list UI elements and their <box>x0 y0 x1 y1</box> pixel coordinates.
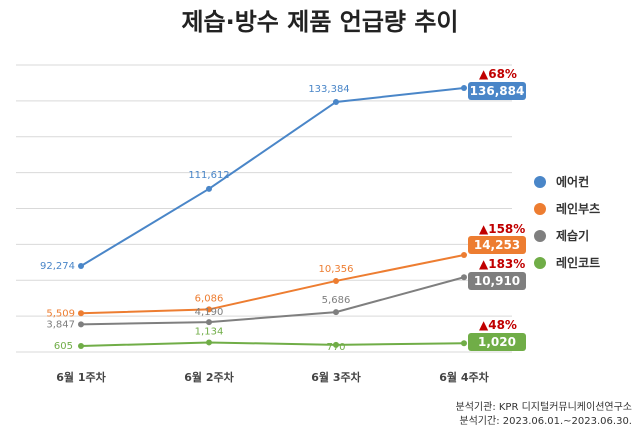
legend-marker <box>534 176 546 188</box>
data-label: 92,274 <box>40 261 75 272</box>
legend-label: 레인코트 <box>556 255 600 270</box>
legend-label: 레인부츠 <box>556 201 600 216</box>
gridlines <box>16 64 512 353</box>
change-percent: ▲158% <box>479 222 525 236</box>
data-point <box>461 340 467 347</box>
series-group: 92,274 111,612 133,384 136,884 ▲68% 5,509 6,08… <box>40 67 526 353</box>
data-point <box>78 321 84 328</box>
change-percent: ▲68% <box>479 67 517 81</box>
series-line-레인부츠 <box>80 253 465 315</box>
source-line-1: 분석기관: KPR 디지털커뮤니케이션연구소 <box>456 401 632 413</box>
chart-title: 제습·방수 제품 언급량 추이 <box>181 8 458 36</box>
data-point <box>206 319 212 326</box>
data-point <box>206 185 212 192</box>
value-badge-label: 136,884 <box>470 84 525 98</box>
series-line-제습기 <box>80 276 465 326</box>
data-point <box>206 339 212 346</box>
legend-marker <box>534 230 546 242</box>
value-badge-label: 14,253 <box>474 238 520 252</box>
value-badge-label: 1,020 <box>478 335 516 349</box>
data-point <box>461 251 467 258</box>
series-line-레인코트 <box>80 341 465 347</box>
x-tick-label: 6월 4주차 <box>439 370 489 384</box>
value-badge-label: 10,910 <box>474 274 520 288</box>
value-badge <box>468 82 526 100</box>
legend-label: 제습기 <box>556 228 589 243</box>
data-label: 5,509 <box>46 308 75 319</box>
data-point <box>78 263 84 269</box>
data-label: 770 <box>326 342 345 353</box>
change-percent: ▲183% <box>479 257 525 271</box>
data-point <box>333 277 339 284</box>
data-point <box>461 85 467 91</box>
data-label: 133,384 <box>308 84 349 95</box>
data-point <box>333 98 339 105</box>
source-line-2: 분석기간: 2023.06.01.~2023.06.30. <box>459 415 632 427</box>
data-point <box>78 310 84 317</box>
legend-label: 에어컨 <box>556 174 589 189</box>
data-label: 605 <box>54 341 73 352</box>
series-line-에어컨 <box>80 87 465 267</box>
x-tick-label: 6월 1주차 <box>56 370 106 384</box>
value-badge <box>468 333 526 351</box>
data-label: 6,086 <box>195 293 224 304</box>
change-percent: ▲48% <box>479 318 517 332</box>
x-tick-label: 6월 2주차 <box>184 370 234 384</box>
data-point <box>333 341 339 348</box>
data-label: 10,356 <box>319 264 354 275</box>
data-label: 3,847 <box>46 319 75 330</box>
data-label: 1,134 <box>195 326 224 337</box>
x-axis-ticks: 6월 1주차 6월 2주차 6월 3주차 6월 4주차 <box>56 370 489 384</box>
legend-marker <box>534 203 546 215</box>
value-badge <box>468 272 526 290</box>
data-point <box>206 306 212 313</box>
legend-marker <box>534 257 546 269</box>
data-label: 111,612 <box>188 170 229 181</box>
data-point <box>333 309 339 316</box>
data-label: 5,686 <box>322 295 351 306</box>
data-point <box>461 274 467 281</box>
x-tick-label: 6월 3주차 <box>311 370 361 384</box>
value-badge <box>468 236 526 254</box>
data-label: 4,190 <box>195 307 224 318</box>
data-point <box>78 342 84 349</box>
